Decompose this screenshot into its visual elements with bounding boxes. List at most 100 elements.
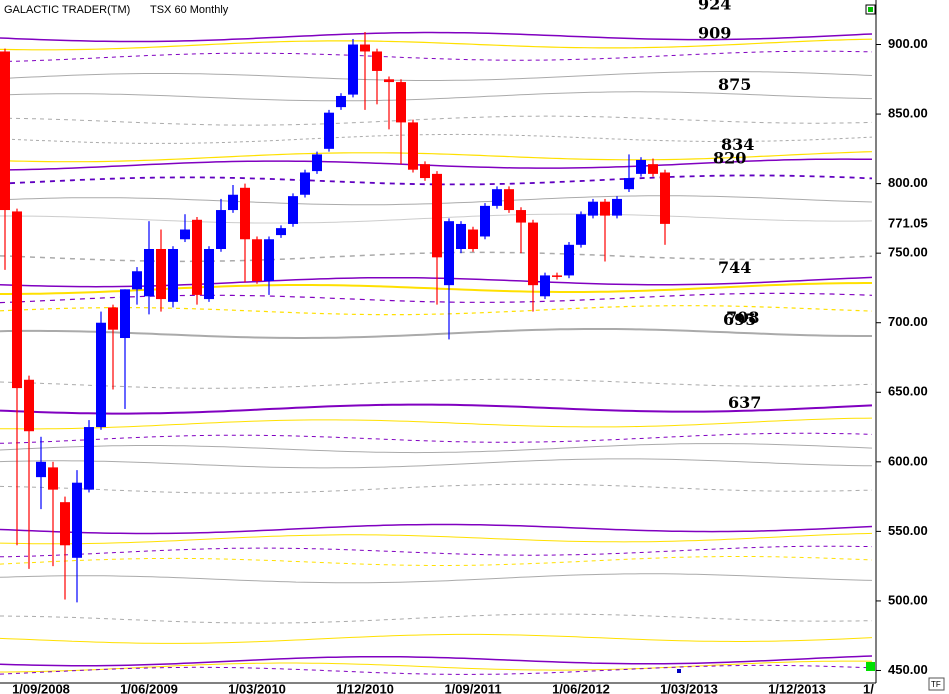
- y-tick-label: 500.00: [888, 592, 928, 607]
- candle-body: [108, 307, 118, 330]
- candle-body: [384, 79, 394, 83]
- candle-body: [432, 173, 442, 258]
- band-line: [0, 655, 873, 667]
- band-line: [0, 532, 873, 545]
- y-tick-label: 600.00: [888, 453, 928, 468]
- band-line: [0, 158, 873, 171]
- band-line: [0, 432, 873, 444]
- candle-body: [228, 194, 238, 211]
- candle-body: [132, 271, 142, 290]
- band-line: [0, 31, 873, 43]
- candle-body: [444, 221, 454, 286]
- band-line: [0, 483, 873, 494]
- candle-body: [408, 122, 418, 170]
- candle-body: [468, 229, 478, 249]
- candle-body: [120, 289, 130, 339]
- level-label: 708: [726, 308, 759, 327]
- candle-body: [288, 196, 298, 224]
- band-line: [0, 523, 873, 535]
- cursor-marker: [677, 669, 681, 673]
- candle-body: [564, 244, 574, 276]
- candle-body: [204, 248, 214, 300]
- candle-body: [612, 198, 622, 216]
- candle-body: [624, 178, 634, 190]
- candle-body: [552, 275, 562, 277]
- candle-body: [36, 461, 46, 478]
- candle-body: [576, 214, 586, 245]
- x-tick-label: 1/06/2012: [552, 682, 610, 694]
- candle-body: [600, 201, 610, 216]
- y-tick-label: 700.00: [888, 314, 928, 329]
- header-subtitle: TSX 60 Monthly: [150, 4, 229, 16]
- x-tick-label: 1/03/2013: [660, 682, 718, 694]
- band-line: [0, 133, 873, 144]
- band-line: [0, 556, 873, 566]
- window-button-icon: [868, 7, 873, 12]
- candle-body: [168, 248, 178, 302]
- candle-body: [84, 427, 94, 490]
- header-box: [0, 2, 238, 18]
- candle-body: [480, 205, 490, 237]
- candle-body: [456, 223, 466, 249]
- level-label: 875: [718, 75, 751, 94]
- level-label: 820: [713, 148, 746, 167]
- candle-body: [300, 172, 310, 195]
- candle-body: [216, 210, 226, 249]
- y-tick-label: 850.00: [888, 106, 928, 121]
- band-line: [0, 71, 873, 81]
- band-line: [0, 458, 873, 469]
- x-tick-label: 1/06/2009: [120, 682, 178, 694]
- band-line: [0, 545, 873, 558]
- tf-button[interactable]: [928, 677, 945, 691]
- candle-body: [276, 228, 286, 236]
- y-tick-label: 650.00: [888, 384, 928, 399]
- x-tick-label: 1/09/2008: [12, 682, 70, 694]
- candle-body: [336, 95, 346, 108]
- x-tick-label: 1/09/2011: [444, 682, 501, 694]
- level-label: 695: [723, 310, 756, 329]
- x-tick-label: 1/12/2010: [336, 682, 394, 694]
- band-line: [0, 50, 873, 63]
- band-line: [0, 573, 873, 584]
- candle-body: [12, 211, 22, 389]
- candle-body: [24, 379, 34, 432]
- candle-body: [72, 482, 82, 558]
- status-marker: [866, 662, 875, 671]
- candle-body: [48, 467, 58, 490]
- header-title: GALACTIC TRADER(TM): [4, 4, 130, 16]
- candle-body: [312, 154, 322, 172]
- level-label: 744: [718, 258, 751, 277]
- candle-body: [636, 159, 646, 174]
- last-price-label: 771.05: [888, 215, 928, 230]
- band-line: [0, 660, 873, 673]
- candle-body: [492, 189, 502, 206]
- band-line: [0, 403, 873, 415]
- candle-body: [660, 172, 670, 224]
- candles: [0, 31, 670, 603]
- candle-body: [144, 248, 154, 297]
- band-line: [0, 633, 873, 644]
- y-tick-label: 800.00: [888, 175, 928, 190]
- candle-body: [240, 187, 250, 240]
- candle-body: [528, 222, 538, 286]
- candle-body: [396, 82, 406, 123]
- candle-body: [648, 164, 658, 174]
- band-line: [0, 443, 873, 454]
- candle-body: [348, 44, 358, 95]
- level-label: 924: [698, 0, 731, 14]
- candle-body: [504, 189, 514, 211]
- x-tick-label: 1/12/2013: [768, 682, 826, 694]
- candle-body: [0, 51, 10, 211]
- y-tick-label: 900.00: [888, 36, 928, 51]
- band-line: [0, 417, 873, 430]
- level-label: 637: [728, 393, 761, 412]
- level-label: 909: [698, 23, 731, 42]
- candle-body: [420, 164, 430, 179]
- band-line: [0, 91, 873, 102]
- candle-body: [252, 239, 262, 281]
- band-line: [0, 378, 873, 389]
- band-line: [0, 613, 873, 624]
- band-line: [0, 328, 872, 339]
